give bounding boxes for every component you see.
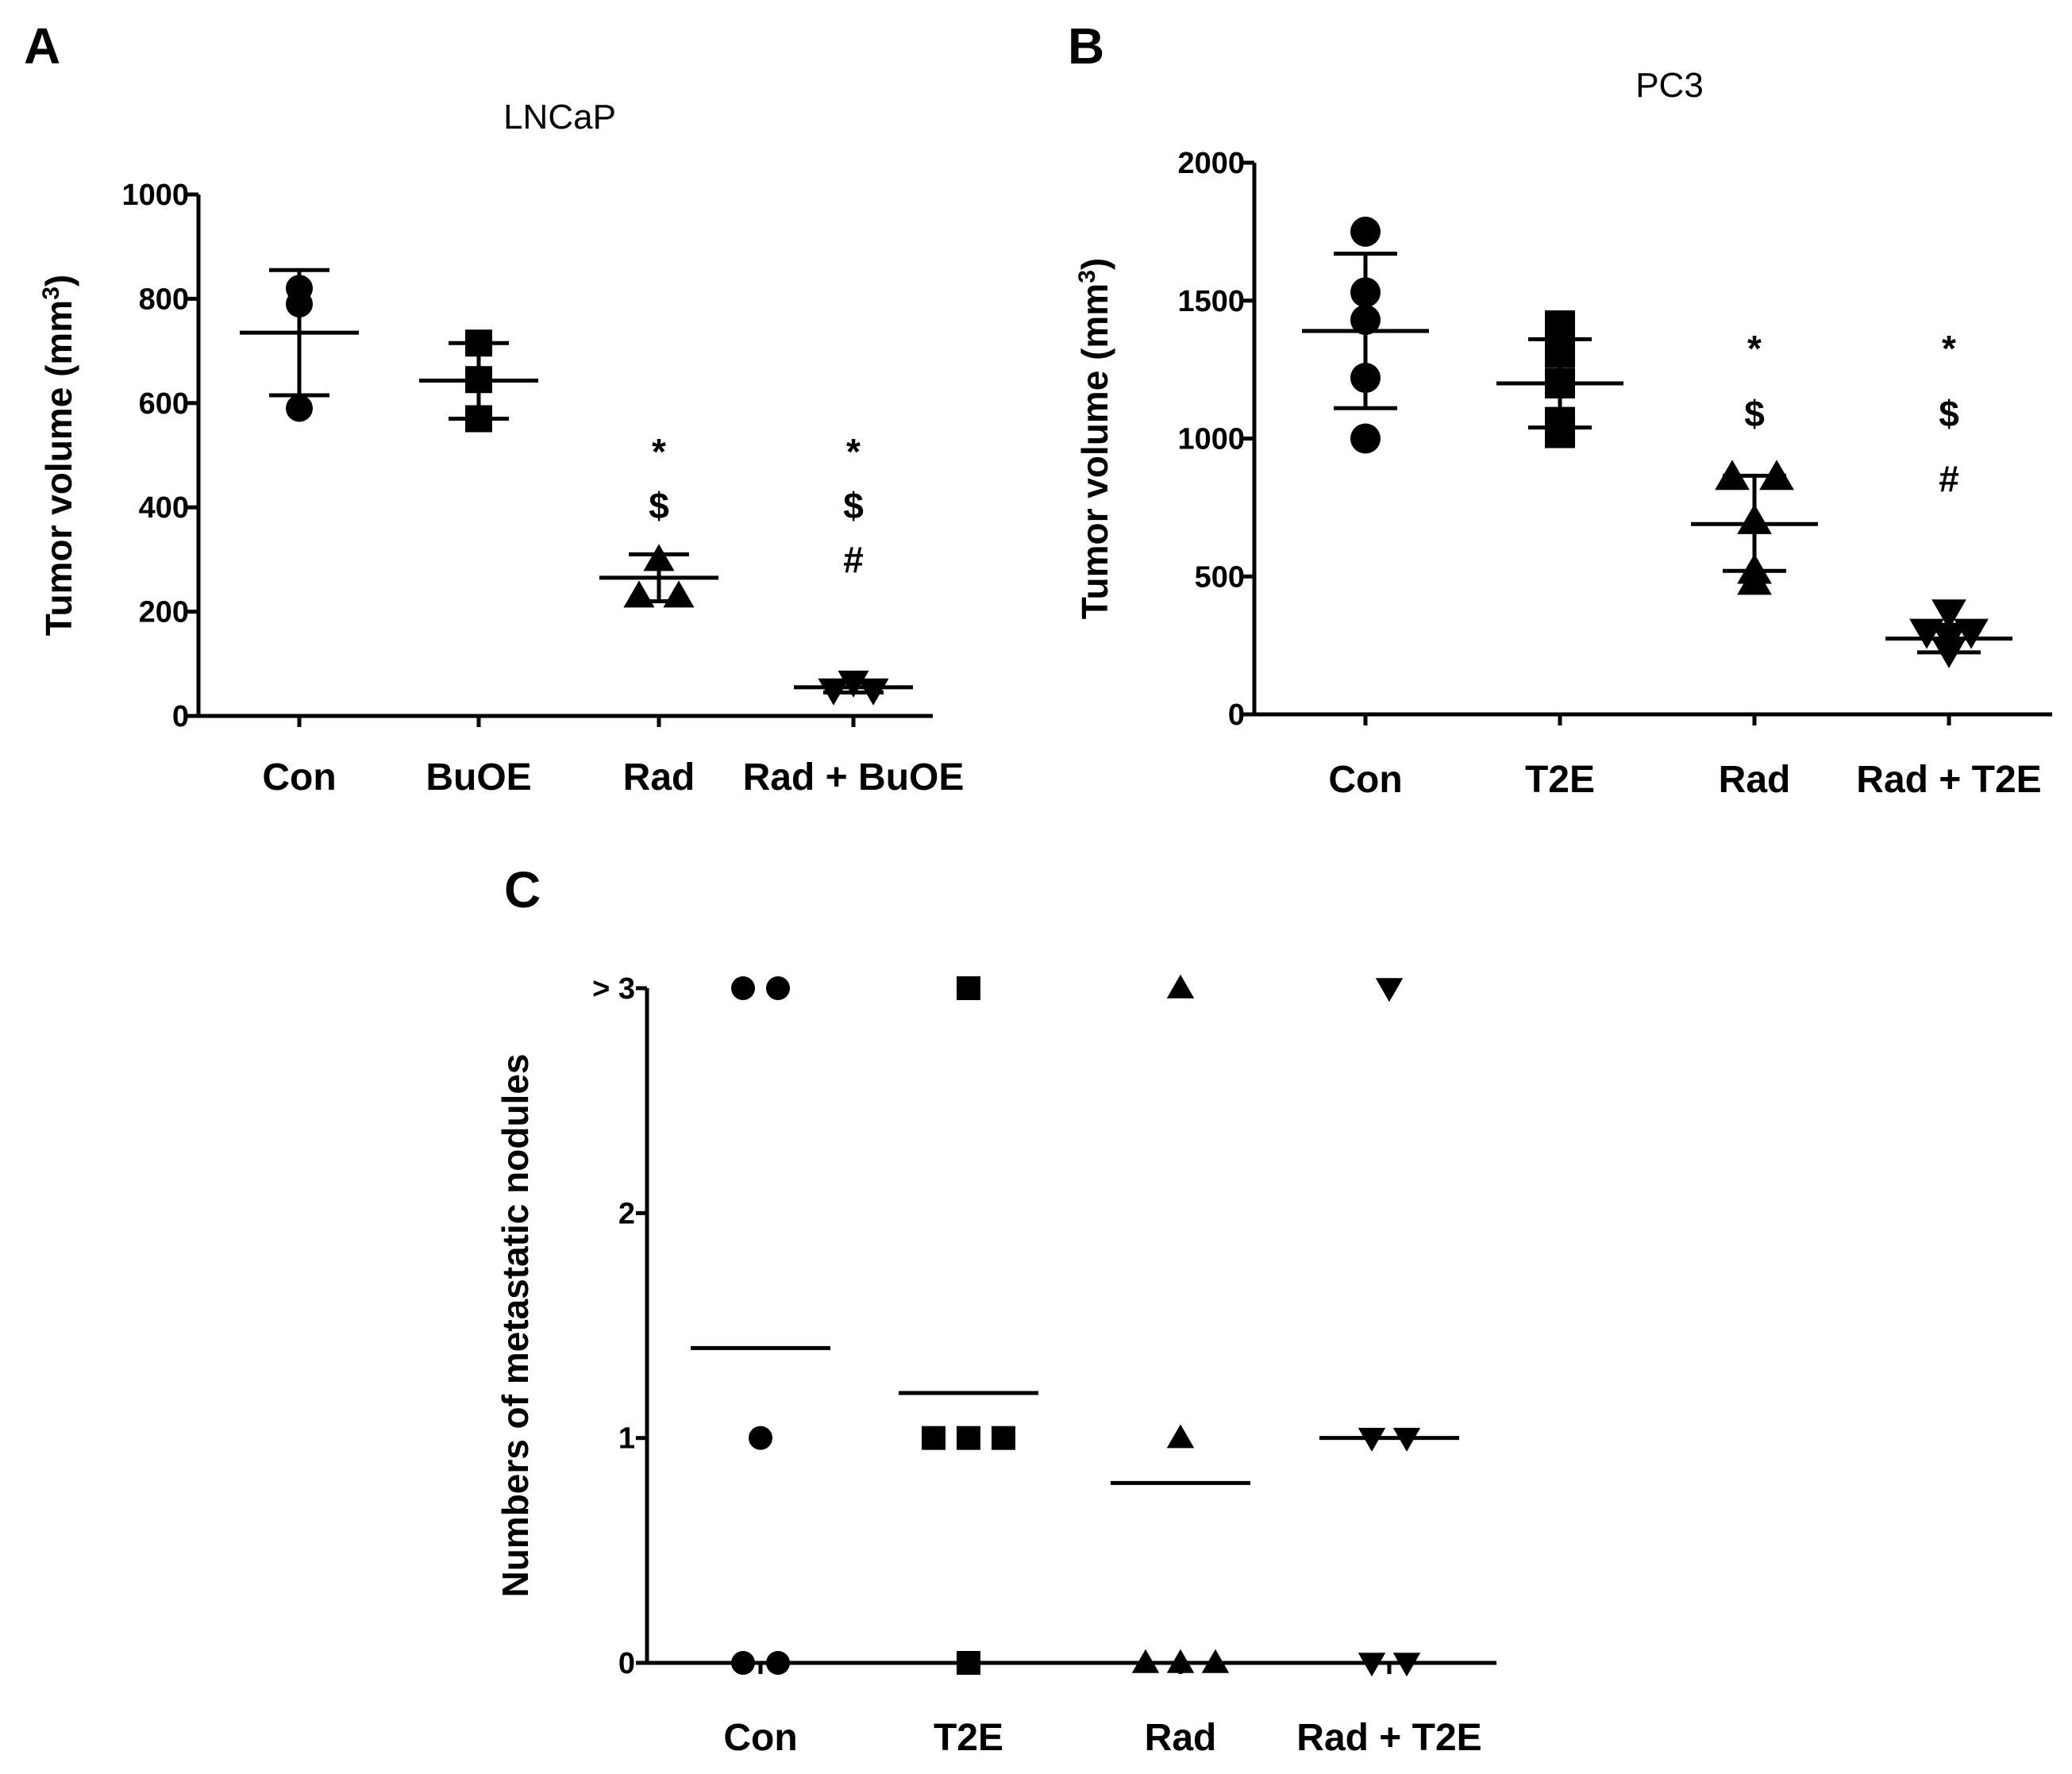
y-tick-label: 2000 [1177, 147, 1245, 180]
data-point-circle [731, 1651, 755, 1675]
data-point-triangle-down [1392, 1653, 1421, 1677]
y-axis-label: Numbers of metastatic nodules [495, 1053, 536, 1597]
y-tick-label: 1500 [1177, 285, 1245, 318]
significance-mark: $ [1939, 393, 1959, 434]
x-tick-label: Rad [1145, 1717, 1217, 1759]
data-point-circle [766, 1651, 790, 1675]
y-tick-label: 1000 [121, 179, 189, 212]
data-point-circle [286, 394, 313, 422]
data-point-triangle-down [1375, 978, 1404, 1002]
significance-mark: $ [1744, 393, 1765, 434]
data-point-triangle-up [1737, 564, 1772, 595]
y-tick-label: 1000 [1177, 423, 1245, 456]
data-point-square [1545, 310, 1575, 341]
data-point-triangle-up [663, 580, 695, 608]
x-tick-label: Rad + T2E [1856, 759, 2041, 801]
significance-mark: * [846, 431, 861, 472]
x-tick-label: Rad [1719, 759, 1791, 801]
chart-title: PC3 [1635, 66, 1704, 105]
data-point-triangle-up [1166, 1424, 1195, 1449]
data-point-circle [1350, 423, 1381, 454]
y-tick-label: 400 [139, 491, 189, 525]
data-point-triangle-down [1358, 1653, 1386, 1677]
x-tick-label: Con [262, 756, 336, 798]
y-tick-label: 2 [618, 1197, 635, 1230]
data-point-triangle-up [1201, 1649, 1230, 1673]
panel-letter: A [24, 17, 60, 75]
y-tick-label: 800 [139, 283, 189, 316]
y-tick-label: 0 [1228, 698, 1245, 732]
data-point-circle [749, 1426, 772, 1450]
panel-c: C 0 1 2 > 3 Numbers of metastatic nodules Con T… [495, 861, 1496, 1759]
x-tick-label: Rad + T2E [1296, 1717, 1481, 1759]
x-tick-label: Rad [623, 756, 695, 798]
x-tick-label: BuOE [426, 756, 531, 798]
significance-mark: * [652, 431, 666, 472]
data-point-square [957, 976, 980, 1000]
data-point-square [992, 1426, 1015, 1450]
significance-mark: # [1939, 458, 1959, 499]
y-tick-label: 500 [1195, 560, 1245, 594]
significance-mark: * [1942, 328, 1956, 369]
data-point-triangle-down [1931, 599, 1966, 630]
data-point-circle [731, 976, 755, 1000]
panel-b: B PC3 0 500 1000 1500 2000 Tumor volume (mm3) Co… [1068, 17, 2052, 801]
data-point-square [922, 1426, 945, 1450]
significance-mark: $ [843, 485, 864, 526]
x-tick-label: Con [723, 1717, 797, 1759]
y-tick-label: 0 [618, 1647, 635, 1680]
significance-mark: # [843, 539, 864, 580]
data-point-triangle-up [1166, 974, 1195, 999]
data-point-triangle-up [1131, 1649, 1160, 1673]
data-point-triangle-up [623, 580, 655, 608]
data-point-triangle-up [1166, 1649, 1195, 1673]
y-tick-label: 1 [618, 1422, 635, 1456]
y-tick-label: 200 [139, 596, 189, 629]
panel-letter: C [504, 861, 541, 918]
panel-letter: B [1068, 17, 1104, 75]
x-tick-label: Rad + BuOE [743, 756, 965, 798]
significance-mark: $ [649, 485, 669, 526]
x-tick-label: Con [1328, 759, 1402, 801]
y-tick-label: 600 [139, 387, 189, 421]
chart-title: LNCaP [503, 98, 616, 137]
y-axis-label: Tumor volume (mm3) [1074, 258, 1115, 619]
panel-a: A LNCaP 0 200 400 600 800 1000 Tumor volume (mm3… [24, 17, 964, 798]
y-axis-label: Tumor volume (mm3) [38, 275, 79, 636]
significance-mark: * [1747, 328, 1762, 369]
x-tick-label: T2E [934, 1717, 1003, 1759]
data-point-circle [1350, 216, 1381, 247]
y-tick-label: 0 [172, 700, 189, 733]
y-tick-label: > 3 [592, 972, 635, 1006]
data-point-circle [766, 976, 790, 1000]
data-point-square [957, 1426, 980, 1450]
data-point-square [957, 1651, 980, 1675]
x-tick-label: T2E [1525, 759, 1595, 801]
